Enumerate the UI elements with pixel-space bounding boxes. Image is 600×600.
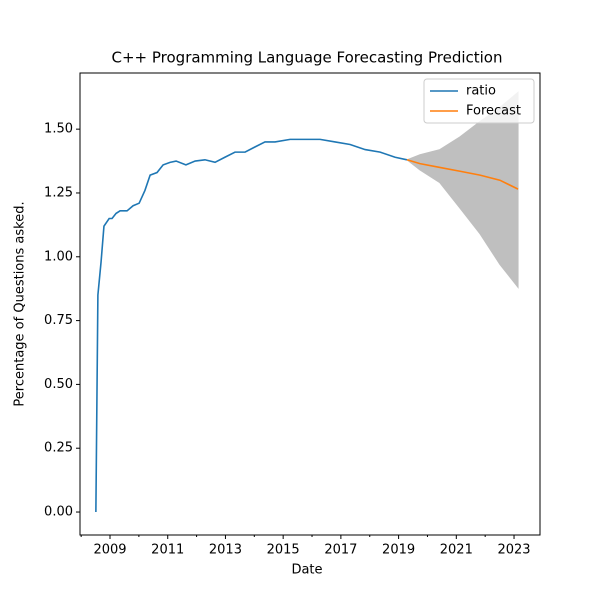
y-tick-label: 0.75 [44, 313, 73, 328]
x-tick-label: 2015 [267, 543, 300, 558]
confidence-band [405, 91, 519, 289]
x-tick-label: 2017 [324, 543, 357, 558]
chart-title: C++ Programming Language Forecasting Pre… [112, 49, 503, 67]
y-tick-label: 1.50 [44, 122, 73, 137]
plot-frame [79, 72, 541, 536]
legend-label: Forecast [466, 104, 521, 119]
series-line [95, 138, 408, 513]
y-tick-label: 1.25 [44, 185, 73, 200]
y-axis-label: Percentage of Questions asked. [13, 201, 28, 406]
legend-label: ratio [466, 84, 496, 99]
y-tick-label: 0.50 [44, 377, 73, 392]
legend-box [423, 78, 535, 124]
x-tick-label: 2011 [151, 543, 184, 558]
x-axis-label: Date [291, 563, 322, 578]
x-tick-label: 2013 [209, 543, 242, 558]
y-tick-label: 0.25 [44, 441, 73, 456]
x-tick-label: 2019 [382, 543, 415, 558]
x-tick-label: 2009 [93, 543, 126, 558]
series-line [406, 159, 519, 190]
y-tick-label: 1.00 [44, 249, 73, 264]
x-tick-label: 2021 [440, 543, 473, 558]
y-tick-label: 0.00 [44, 505, 73, 520]
x-tick-label: 2023 [497, 543, 530, 558]
